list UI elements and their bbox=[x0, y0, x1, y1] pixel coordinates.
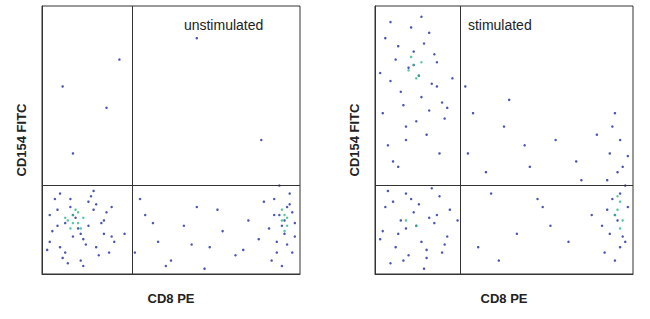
svg-text:CD154 FITC: CD154 FITC bbox=[14, 103, 29, 177]
svg-text:CD8 PE: CD8 PE bbox=[148, 291, 195, 306]
svg-text:unstimulated: unstimulated bbox=[184, 17, 263, 33]
svg-text:CD154 FITC: CD154 FITC bbox=[347, 103, 362, 177]
svg-text:CD8 PE: CD8 PE bbox=[481, 291, 528, 306]
svg-text:stimulated: stimulated bbox=[468, 17, 532, 33]
